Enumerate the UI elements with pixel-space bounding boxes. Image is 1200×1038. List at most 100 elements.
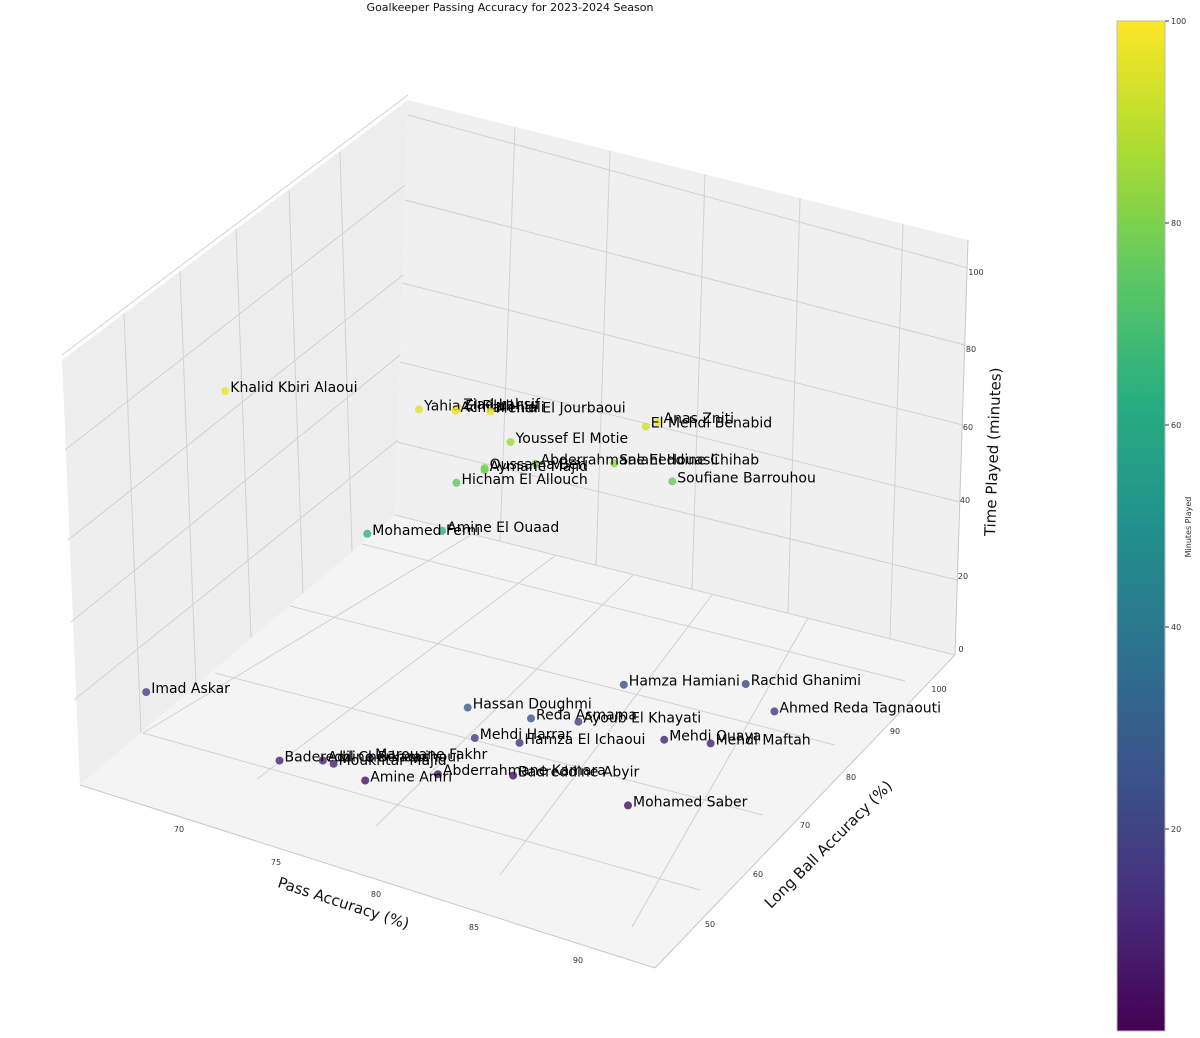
colorbar-gradient	[1116, 20, 1166, 1032]
y-tick-label: 60	[753, 870, 763, 879]
y-tick-label: 100	[931, 685, 946, 694]
x-tick-label: 85	[469, 923, 479, 932]
data-point	[463, 703, 472, 712]
z-tick-label: 0	[958, 645, 963, 654]
data-label: Mohamed Ferni	[372, 523, 480, 539]
colorbar-label: Minutes Played	[1184, 497, 1193, 558]
data-point	[329, 759, 338, 768]
data-point	[486, 407, 495, 416]
data-label: Youssef El Motie	[515, 431, 629, 447]
data-point	[318, 756, 327, 765]
data-label: Ayoub El Khayati	[583, 711, 701, 727]
y-tick-label: 50	[705, 920, 715, 929]
data-point	[527, 714, 535, 723]
axes-panes	[62, 100, 968, 968]
data-label: Badreddine Abyir	[518, 765, 639, 781]
data-label: Abderrahmane El Houasli	[541, 453, 719, 469]
data-point	[741, 680, 750, 688]
data-label: Badereddine Benaachoui	[285, 750, 461, 766]
data-label: Amine El Ouaad	[447, 520, 559, 536]
data-label: Oussama Ben	[490, 457, 587, 473]
y-tick-label: 80	[846, 773, 856, 782]
x-tick-label: 75	[271, 858, 281, 867]
data-label: Adil Cherkaoui	[328, 750, 429, 766]
data-point	[415, 405, 424, 414]
z-tick-label: 80	[966, 345, 976, 354]
data-point	[509, 771, 518, 780]
data-point	[433, 770, 442, 779]
data-label: Mehdi El Jourbaoui	[496, 401, 626, 417]
z-axis-label: Time Played (minutes)	[981, 367, 1005, 537]
data-label: Ziad Lahsif	[463, 397, 541, 413]
data-point	[275, 756, 284, 765]
x-tick-label: 70	[174, 825, 184, 834]
data-point	[438, 527, 447, 535]
colorbar-tick-label: 80	[1171, 219, 1181, 228]
data-point	[363, 529, 372, 538]
data-label: Khalid Kbiri Alaoui	[230, 380, 357, 396]
data-point	[470, 734, 479, 742]
data-label: Hicham El Allouch	[462, 472, 588, 488]
colorbar: 20 40 60 80 100 Minutes Played	[1116, 17, 1193, 1032]
x-tick-label: 80	[371, 890, 381, 899]
colorbar-ticks: 20 40 60 80 100	[1165, 17, 1186, 834]
colorbar-tick-label: 60	[1171, 421, 1181, 430]
colorbar-tick-label: 100	[1171, 17, 1186, 26]
data-point	[770, 707, 779, 716]
data-point	[451, 407, 460, 416]
data-label: Anas Zniti	[664, 411, 735, 427]
data-label: Mehdi Maftah	[716, 732, 811, 748]
data-label: Aymane Majid	[490, 459, 588, 475]
z-tick-label: 40	[960, 496, 970, 505]
data-label: Moukhtar Majid	[339, 753, 447, 769]
y-tick-labels: 50 60 70 80 90 100	[705, 685, 947, 929]
data-label: Hamza El Ichaoui	[525, 732, 646, 748]
data-label: Abderrahmane Kamara	[443, 763, 606, 779]
data-point	[624, 801, 632, 810]
left-pane	[62, 100, 408, 785]
data-label: Hassan Doughmi	[473, 697, 592, 713]
data-label: Soufiane Barrouhou	[677, 470, 816, 486]
data-label: Marouane Fakhr	[375, 747, 487, 763]
data-point	[361, 776, 370, 785]
data-point	[506, 438, 515, 446]
data-label: Mohamed Saber	[633, 794, 748, 810]
data-label: Salaheddine Chihab	[619, 452, 759, 468]
grid-lines	[61, 94, 969, 928]
colorbar-tick-label: 40	[1171, 623, 1181, 632]
data-point	[706, 739, 715, 748]
data-label: Achraf Hilali	[460, 400, 544, 416]
chart-title: Goalkeeper Passing Accuracy for 2023-202…	[367, 1, 654, 14]
y-tick-label: 70	[800, 821, 810, 830]
data-label: Mehdi Ouaya	[669, 729, 761, 745]
z-tick-label: 60	[963, 423, 973, 432]
data-label: Imad Askar	[151, 681, 230, 697]
x-tick-label: 90	[573, 956, 583, 965]
data-point	[641, 422, 650, 431]
data-point	[668, 477, 677, 486]
data-label: Hamza Hamiani	[629, 674, 740, 690]
data-label: El Mehdi Benabid	[651, 416, 772, 432]
data-point	[531, 459, 540, 468]
data-label: Amine Amri	[370, 770, 452, 786]
data-point	[660, 735, 669, 744]
colorbar-tick-label: 20	[1171, 825, 1181, 834]
x-tick-labels: 70 75 80 85 90	[174, 825, 583, 965]
data-point	[515, 738, 524, 747]
axis-edges	[79, 239, 969, 969]
back-pane	[395, 100, 968, 655]
z-tick-label: 100	[968, 268, 983, 277]
data-point	[221, 387, 230, 395]
data-point	[610, 459, 619, 468]
data-point	[452, 478, 461, 487]
data-point	[619, 680, 628, 689]
data-point	[654, 418, 663, 427]
data-point	[480, 466, 489, 475]
data-label: Reda Asmama	[536, 707, 637, 723]
data-label: Mehdi Harrar	[480, 727, 572, 743]
data-point	[574, 717, 583, 726]
data-label: Ahmed Reda Tagnaouti	[779, 700, 941, 716]
data-label: Rachid Ghanimi	[751, 673, 861, 689]
